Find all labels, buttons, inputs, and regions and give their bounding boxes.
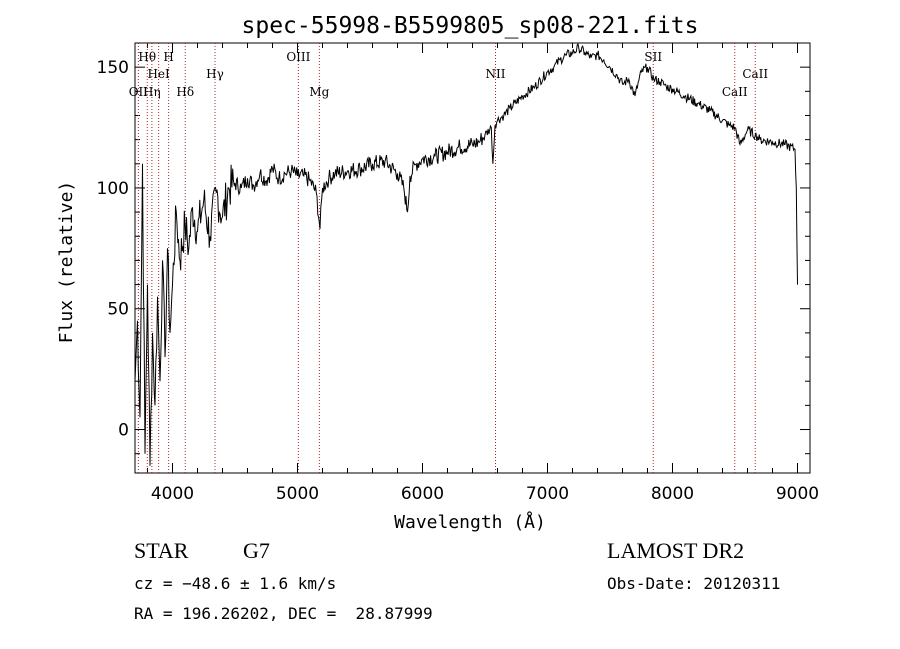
redshift-text: cz = −48.6 ± 1.6 km/s [134,574,337,593]
x-tick-label: 9000 [776,484,819,504]
radec-text: RA = 196.26202, DEC = 28.87999 [134,604,433,623]
line-marker-label: CaII [722,85,748,99]
x-tick-label: 6000 [401,484,444,504]
line-marker-label: Hδ [176,85,194,99]
x-axis-label: Wavelength (Å) [394,511,546,533]
line-marker-label: SII [644,50,662,64]
line-marker-label: NII [486,67,506,81]
y-axis-label: Flux (relative) [56,181,77,344]
line-marker-label: Hθ [138,50,156,64]
line-marker-label: Mg [309,85,329,99]
chart-title: spec-55998-B5599805_sp08-221.fits [242,13,699,39]
object-class: STAR [134,538,189,563]
obs-date-text: Obs-Date: 20120311 [607,574,781,593]
y-tick-label: 100 [97,179,129,199]
line-marker-label: CaII [742,67,768,81]
y-tick-label: 50 [107,300,129,320]
y-tick-label: 150 [97,58,129,78]
survey-name: LAMOST DR2 [607,538,745,563]
line-marker-label: Hη [143,85,161,99]
x-tick-label: 5000 [276,484,319,504]
x-tick-label: 8000 [651,484,694,504]
spectrum-line [134,43,798,466]
line-marker-label: OIII [286,50,310,64]
line-marker-label: Hγ [206,67,224,81]
line-marker-label: HeI [147,67,170,81]
line-marker-label: H [163,50,173,64]
x-tick-label: 7000 [526,484,569,504]
y-tick-label: 0 [118,421,129,441]
x-tick-label: 4000 [151,484,194,504]
object-subclass: G7 [243,538,270,563]
line-marker-label: OII [129,85,149,99]
